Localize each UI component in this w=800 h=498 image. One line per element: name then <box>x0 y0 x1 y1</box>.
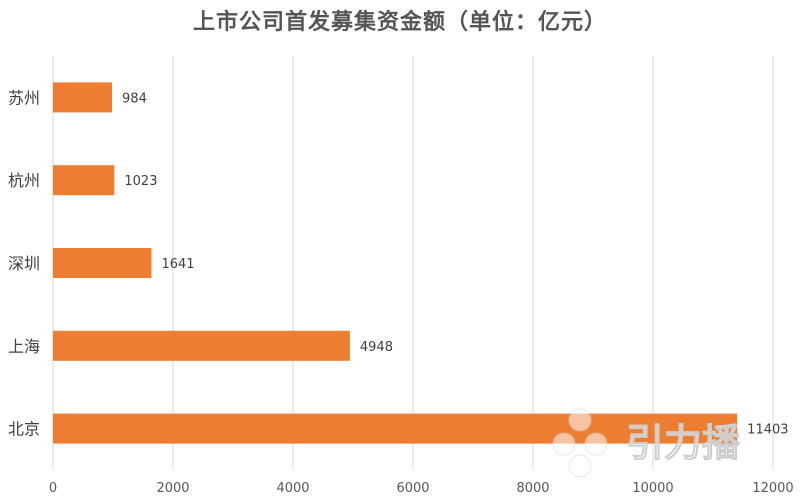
category-label: 深圳 <box>8 254 40 273</box>
bar <box>53 413 738 444</box>
data-label: 984 <box>122 91 147 106</box>
data-label: 11403 <box>747 423 788 438</box>
x-tick-labels: 0 2000 4000 6000 8000 10000 12000 <box>49 481 794 496</box>
data-label: 1641 <box>161 257 194 272</box>
data-label: 1023 <box>124 174 157 189</box>
x-tick-label: 8000 <box>516 481 549 496</box>
bars <box>53 82 738 444</box>
category-label: 上海 <box>8 337 40 356</box>
category-label: 杭州 <box>8 171 40 190</box>
category-label: 北京 <box>8 420 40 439</box>
x-tick-label: 6000 <box>396 481 429 496</box>
chart-title: 上市公司首发募集资金额（单位：亿元） <box>192 9 607 35</box>
watermark-text: 引力播 <box>626 421 741 465</box>
bar <box>53 248 152 278</box>
x-tick-label: 10000 <box>632 481 673 496</box>
x-tick-label: 0 <box>49 481 57 496</box>
bar <box>53 165 115 196</box>
gridlines <box>52 56 774 470</box>
data-labels: 984 1023 1641 4948 11403 <box>122 91 788 437</box>
bar <box>53 82 113 113</box>
data-label: 4948 <box>360 340 393 355</box>
x-tick-label: 4000 <box>276 481 309 496</box>
category-label: 苏州 <box>8 88 40 107</box>
watermark-logo: 引力播 <box>548 404 788 488</box>
x-tick-label: 2000 <box>156 481 189 496</box>
x-tick-label: 12000 <box>752 481 793 496</box>
bar <box>53 330 350 361</box>
